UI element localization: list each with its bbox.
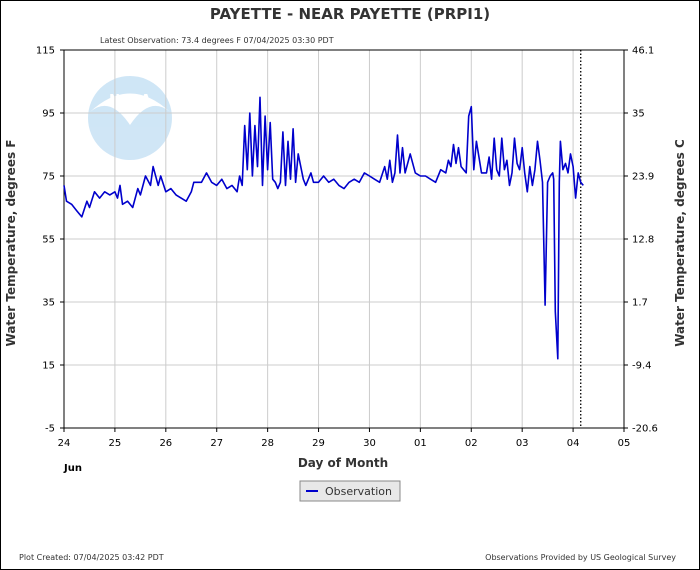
- legend-label: Observation: [325, 485, 392, 498]
- y2-tick-label: 12.8: [632, 235, 654, 246]
- footer-source: Observations Provided by US Geological S…: [485, 553, 676, 562]
- x-tick-label: 30: [363, 438, 376, 449]
- y-tick-label: 75: [42, 172, 55, 183]
- x-tick-label: 24: [58, 438, 71, 449]
- x-tick-label: 26: [159, 438, 172, 449]
- legend-box: [299, 480, 401, 502]
- series-line-observation: [63, 96, 584, 360]
- x-tick-label: 25: [109, 438, 122, 449]
- x-tick-label: 28: [261, 438, 274, 449]
- footer-plot-created: Plot Created: 07/04/2025 03:42 PDT: [19, 553, 164, 562]
- y-tick-label: 115: [36, 46, 55, 57]
- x-tick-label: 02: [465, 438, 478, 449]
- y2-axis-label: Water Temperature, degrees C: [673, 139, 687, 347]
- legend: Observation: [299, 480, 401, 502]
- x-tick-label: 27: [210, 438, 223, 449]
- x-tick-label: 29: [312, 438, 325, 449]
- y-tick-label: 35: [42, 298, 55, 309]
- y-axis-label: Water Temperature, degrees F: [4, 140, 18, 347]
- chart-subtitle: Latest Observation: 73.4 degrees F 07/04…: [100, 36, 334, 45]
- chart-title: PAYETTE - NEAR PAYETTE (PRPI1): [210, 5, 490, 23]
- x-axis-label: Day of Month: [298, 456, 388, 470]
- x-tick-label: 05: [618, 438, 631, 449]
- x-tick-label: 04: [567, 438, 580, 449]
- noaa-logo-watermark: NOAA: [88, 76, 172, 160]
- y-tick-label: 95: [42, 109, 55, 120]
- y2-tick-label: 35: [632, 109, 645, 120]
- y-tick-label: 55: [42, 235, 55, 246]
- x-axis-ticks: 24 25 26 27 28 29 30 01 02 03 04 05: [58, 428, 631, 449]
- y-tick-label: 15: [42, 361, 55, 372]
- y-tick-label: -5: [45, 424, 55, 435]
- y2-tick-label: -20.6: [632, 424, 658, 435]
- y2-tick-label: 1.7: [632, 298, 648, 309]
- x-tick-label: 01: [414, 438, 427, 449]
- noaa-logo-text: NOAA: [109, 93, 151, 108]
- y2-tick-label: -9.4: [632, 361, 652, 372]
- series-group: [63, 96, 584, 360]
- x-tick-label: 03: [516, 438, 529, 449]
- month-label: Jun: [63, 463, 82, 474]
- y2-tick-label: 23.9: [632, 172, 654, 183]
- y2-tick-label: 46.1: [632, 46, 654, 57]
- y2-axis-ticks: 46.1 35 23.9 12.8 1.7 -9.4 -20.6: [624, 46, 658, 435]
- y-axis-ticks: 115 95 75 55 35 15 -5: [36, 46, 64, 435]
